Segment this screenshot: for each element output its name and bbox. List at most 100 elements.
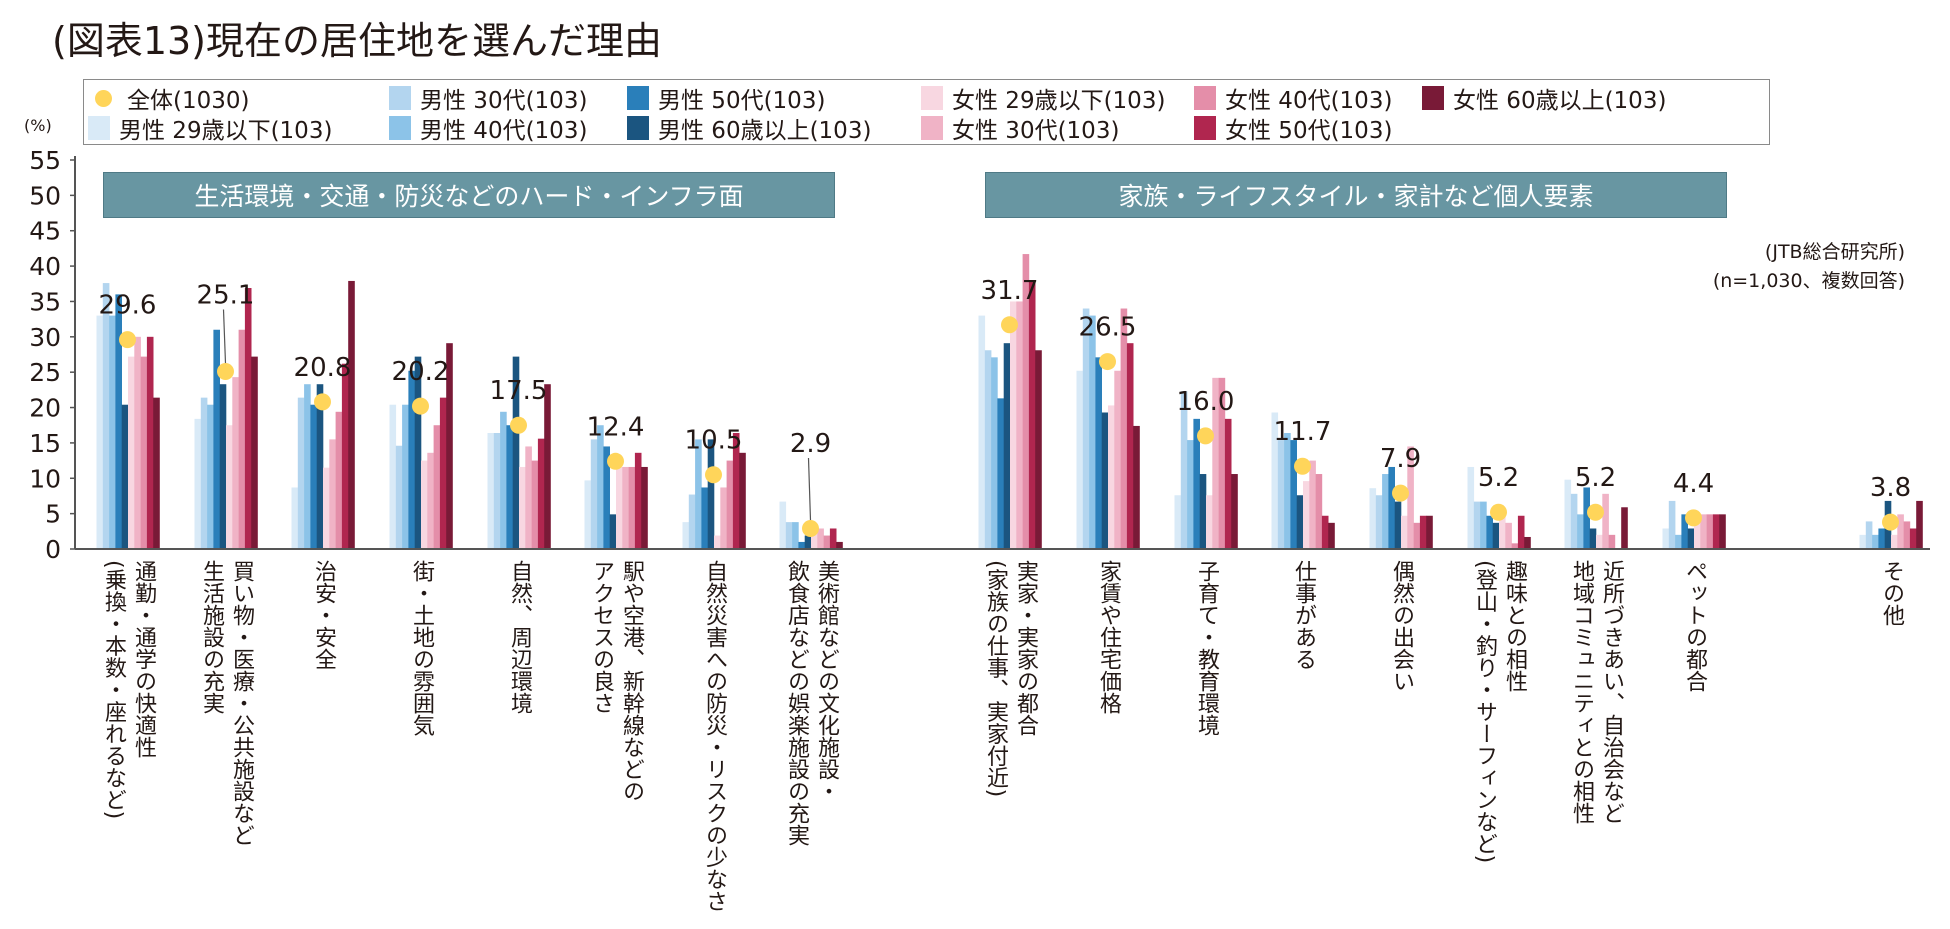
bar: [427, 452, 434, 549]
x-tick-label: 偶然の出会い: [1389, 560, 1414, 692]
bar: [244, 288, 252, 549]
bar: [634, 452, 642, 549]
bar: [1903, 521, 1911, 549]
total-marker: [1001, 316, 1018, 334]
bar: [798, 541, 805, 549]
leader-line: [222, 309, 227, 364]
y-tick-label: 35: [29, 287, 61, 316]
bar: [1486, 515, 1493, 549]
leader-line: [807, 457, 812, 521]
bar: [1865, 521, 1873, 549]
total-marker: [1882, 513, 1899, 531]
x-tick-label: 治安・安全: [311, 560, 336, 670]
bar: [1369, 488, 1377, 549]
bar: [1174, 495, 1182, 549]
bar: [1315, 474, 1323, 549]
bar: [1419, 515, 1427, 549]
bar: [1309, 460, 1316, 549]
bar: [537, 438, 545, 549]
bar: [1564, 479, 1572, 549]
bar: [1577, 514, 1584, 549]
bar: [1694, 514, 1701, 549]
bar: [1321, 515, 1329, 549]
total-marker: [705, 466, 722, 484]
bar: [316, 384, 324, 549]
data-label: 4.4: [1673, 469, 1714, 499]
x-tick-label: 子育て・教育環境: [1194, 560, 1219, 736]
data-label: 7.9: [1380, 444, 1421, 474]
bar: [519, 466, 526, 549]
data-label: 25.1: [197, 280, 255, 310]
bar: [688, 494, 696, 549]
legend-swatch-icon: [627, 86, 649, 110]
x-tick-label: 街・土地の雰囲気: [409, 560, 434, 736]
x-tick-label: ペットの都合: [1682, 560, 1707, 692]
bar: [96, 315, 104, 549]
bar: [779, 501, 787, 549]
y-tick-label: 25: [29, 358, 61, 387]
bar: [421, 460, 428, 549]
bar: [213, 329, 220, 549]
legend-label: 女性 30代(103): [952, 118, 1120, 144]
bar: [1108, 405, 1115, 549]
legend-item-female-40: 女性 40代(103): [1194, 83, 1392, 114]
bar: [140, 356, 148, 549]
data-label: 29.6: [99, 291, 157, 321]
bar: [991, 357, 998, 549]
bar: [1022, 254, 1030, 550]
bar: [1668, 500, 1676, 549]
bar: [408, 370, 415, 549]
section-header-personal: 家族・ライフスタイル・家計など個人要素: [985, 172, 1727, 218]
x-tick-label: 自然、周辺環境: [507, 560, 532, 714]
total-marker: [607, 452, 624, 470]
bar: [153, 397, 160, 549]
bar: [1328, 522, 1335, 549]
bar: [1413, 522, 1421, 549]
bar: [506, 425, 513, 549]
bar: [1621, 507, 1628, 549]
bar: [695, 439, 702, 549]
legend-label: 男性 60歳以上(103): [658, 118, 872, 144]
bar: [1010, 301, 1017, 549]
bar: [134, 336, 141, 549]
bar: [1089, 315, 1096, 549]
bar: [1407, 446, 1414, 549]
legend-swatch-icon: [921, 116, 943, 140]
legend-item-male-29: 男性 29歳以下(103): [88, 113, 332, 144]
data-label: 5.2: [1575, 463, 1616, 493]
bar: [1675, 534, 1682, 549]
bar: [102, 283, 110, 549]
legend-item-male-40: 男性 40代(103): [389, 113, 587, 144]
bar: [1187, 440, 1194, 549]
bar: [682, 522, 690, 549]
bar: [1700, 514, 1707, 549]
bar: [121, 404, 129, 549]
x-tick-label: 仕事がある: [1291, 560, 1316, 670]
bar: [1231, 474, 1238, 549]
bar: [785, 522, 793, 549]
bar: [1375, 495, 1383, 549]
legend-swatch-icon: [1194, 86, 1216, 110]
x-tick-label: 趣味との相性 (登山・釣り・サーフィンなど): [1472, 560, 1527, 864]
total-marker: [217, 362, 234, 380]
bar: [335, 411, 343, 549]
data-label: 2.9: [790, 429, 831, 459]
legend-label: 男性 50代(103): [658, 88, 826, 114]
x-tick-label: 家賃や住宅価格: [1096, 560, 1121, 714]
bar: [1199, 474, 1207, 549]
y-tick-label: 50: [29, 181, 61, 210]
bar: [446, 343, 453, 549]
bar: [1473, 501, 1481, 549]
legend-item-total: 全体(1030): [92, 83, 249, 114]
bar: [597, 425, 604, 549]
y-tick-label: 5: [45, 500, 61, 529]
bar: [1872, 534, 1879, 549]
bar: [1426, 515, 1433, 549]
bar: [1706, 514, 1714, 549]
bar: [531, 460, 539, 549]
bar: [402, 404, 409, 549]
bar: [1517, 515, 1525, 549]
x-tick-label: 買い物・医療・公共施設など 生活施設の充実: [199, 560, 254, 846]
bar: [817, 528, 824, 549]
bar: [1681, 514, 1688, 549]
